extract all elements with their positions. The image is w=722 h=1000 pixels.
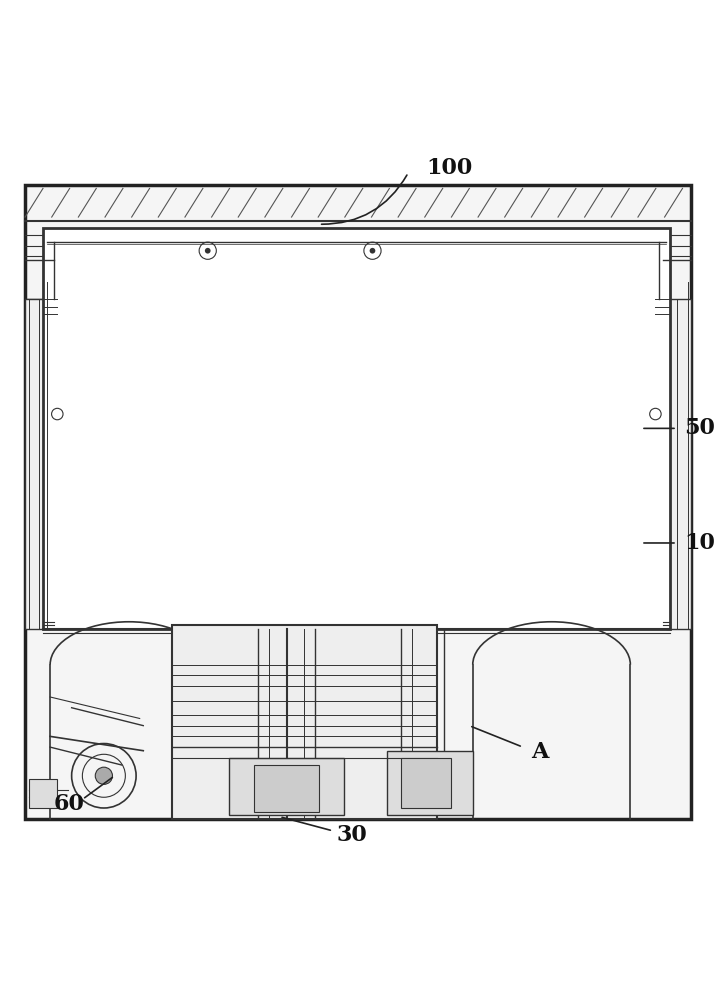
Bar	[254, 765, 318, 812]
Bar	[666, 299, 691, 629]
Bar	[43, 228, 670, 629]
Text: 60: 60	[53, 793, 84, 815]
Bar	[172, 625, 437, 819]
Bar	[25, 185, 691, 819]
Text: 30: 30	[336, 824, 367, 846]
Bar	[29, 779, 57, 808]
Bar	[25, 299, 50, 629]
Text: A: A	[531, 741, 549, 763]
Circle shape	[205, 248, 211, 254]
Bar	[387, 751, 473, 815]
Bar	[401, 758, 451, 808]
Text: 100: 100	[426, 157, 472, 179]
Circle shape	[95, 767, 113, 784]
Circle shape	[370, 248, 375, 254]
Text: 10: 10	[684, 532, 715, 554]
Bar	[229, 758, 344, 815]
Text: 50: 50	[684, 417, 715, 439]
